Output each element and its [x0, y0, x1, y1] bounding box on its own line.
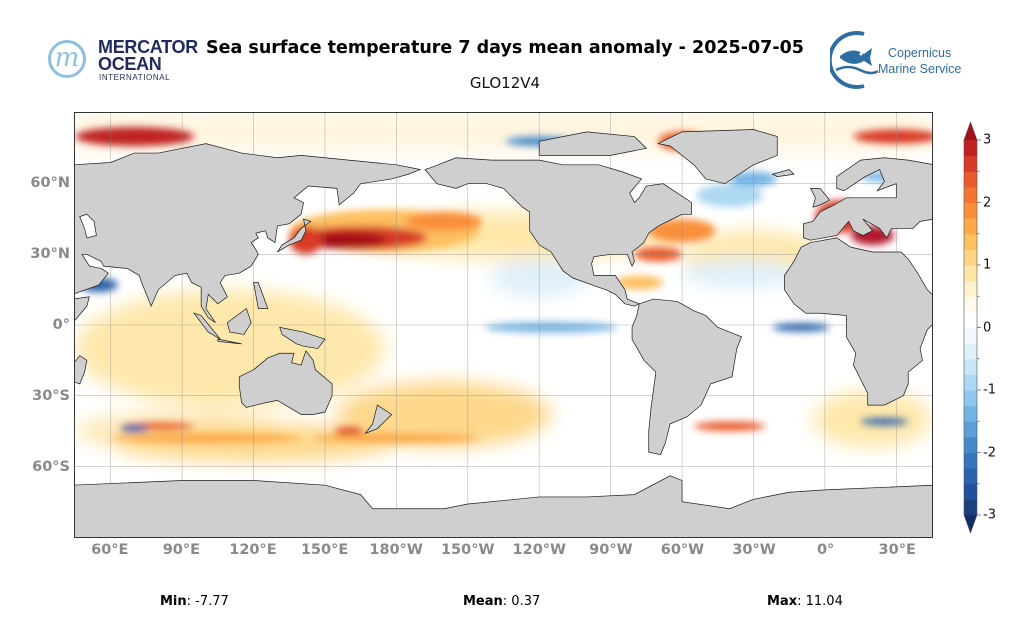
colorbar-over-arrow: [964, 122, 977, 140]
land-madagascar: [75, 356, 87, 384]
land-java: [218, 339, 242, 344]
land-africa: [784, 238, 932, 405]
land-iceland: [773, 170, 794, 177]
lat-tick-label: 30°S: [32, 388, 70, 404]
colorbar-bin: [964, 311, 977, 328]
land-asia: [75, 144, 420, 323]
colorbar-bin: [964, 296, 977, 313]
land-greenland: [658, 129, 777, 183]
land-new-zealand: [365, 405, 391, 433]
stat-min-label: Min: [160, 594, 187, 609]
colorbar-bin: [964, 390, 977, 407]
lat-tick-label: 60°N: [30, 175, 70, 191]
mercator-logo-line3: INTERNATIONAL: [99, 73, 171, 82]
colorbar-bin: [964, 233, 977, 250]
page-subtitle: GLO12V4: [469, 74, 541, 92]
mercator-logo-line1: MERCATOR: [98, 37, 198, 57]
lon-tick-label: 150°E: [300, 542, 349, 558]
colorbar-tick-label: -2: [983, 445, 996, 460]
land-horn-of-africa: [75, 297, 89, 323]
lon-tick-label: 60°E: [91, 542, 129, 558]
colorbar-bin: [964, 452, 977, 469]
caspian-sea: [80, 214, 97, 238]
colorbar-tick-label: -1: [983, 382, 996, 398]
map-canvas: [75, 113, 932, 537]
lon-tick-label: 90°E: [162, 542, 201, 558]
colorbar-bin: [964, 280, 977, 297]
fish-icon: [830, 31, 878, 89]
stat-min-value: : -7.77: [186, 594, 229, 609]
lon-tick-label: 0°: [816, 542, 835, 558]
land-japan: [277, 219, 310, 252]
lon-tick-label: 60°W: [660, 542, 705, 558]
colorbar-bin: [964, 186, 977, 203]
colorbar-bin: [964, 468, 977, 485]
colorbar-bin: [964, 436, 977, 453]
land-sumatra: [194, 313, 220, 339]
copernicus-logo-line1: Copernicus: [888, 46, 952, 60]
copernicus-marine-logo: Copernicus Marine Service: [830, 30, 990, 90]
colorbar-bin: [964, 405, 977, 422]
stat-min: Min: -7.77: [160, 594, 229, 609]
colorbar-tick-label: 1: [983, 257, 992, 273]
colorbar-bin: [964, 343, 977, 360]
colorbar-under-arrow: [964, 515, 977, 533]
colorbar-bin: [964, 499, 977, 516]
lon-tick-label: 30°W: [732, 542, 776, 558]
colorbar-tick-label: 3: [983, 132, 992, 148]
stat-max-value: : 11.04: [797, 594, 843, 609]
lon-tick-label: 30°E: [878, 542, 916, 558]
colorbar-bin: [964, 374, 977, 391]
colorbar-bin: [964, 483, 977, 500]
lon-tick-label: 90°W: [589, 542, 633, 558]
land-new-guinea: [280, 327, 325, 348]
mercator-logo-line2: OCEAN: [98, 54, 162, 74]
colorbar-bin: [964, 265, 977, 282]
colorbar-bin: [964, 202, 977, 219]
colorbar-bin: [964, 171, 977, 188]
land-north-america: [425, 158, 692, 306]
land-borneo: [227, 309, 251, 335]
lon-tick-label: 120°W: [512, 542, 567, 558]
colorbar-bin: [964, 140, 977, 157]
copernicus-logo-line2: Marine Service: [878, 62, 962, 76]
mercator-ocean-logo: m MERCATOR OCEAN INTERNATIONAL: [48, 36, 198, 86]
land-europe: [803, 158, 932, 240]
page-title: Sea surface temperature 7 days mean anom…: [206, 38, 804, 58]
land-great-britain: [811, 188, 830, 207]
land-south-america: [632, 299, 742, 454]
stat-mean-label: Mean: [463, 594, 503, 609]
lat-tick-label: 30°N: [30, 246, 70, 262]
land-australia: [239, 351, 332, 415]
stat-max-label: Max: [767, 594, 798, 609]
colorbar-bin: [964, 218, 977, 235]
colorbar-bin: [964, 327, 977, 344]
lat-tick-label: 0°: [52, 317, 70, 333]
lon-tick-label: 180°W: [369, 542, 423, 558]
land-philippines: [254, 283, 268, 309]
colorbar-bin: [964, 358, 977, 375]
colorbar-tick-label: 0: [983, 320, 992, 335]
stat-mean: Mean: 0.37: [463, 594, 540, 609]
lon-tick-label: 150°W: [440, 542, 495, 558]
colorbar-tick-label: 2: [983, 195, 992, 210]
land-antarctica: [75, 476, 932, 537]
colorbar-bin: [964, 249, 977, 266]
land-masses: [75, 129, 932, 537]
lon-tick-label: 120°E: [229, 542, 277, 558]
mercator-logo-mark: m: [48, 40, 86, 78]
colorbar: [963, 121, 981, 534]
colorbar-tick-label: -3: [983, 507, 996, 523]
stat-mean-value: : 0.37: [502, 594, 541, 609]
stat-max: Max: 11.04: [767, 594, 843, 609]
land-canadian-archipelago: [539, 132, 646, 156]
sst-anomaly-map: [74, 112, 933, 538]
colorbar-bin: [964, 155, 977, 172]
lat-tick-label: 60°S: [32, 459, 70, 475]
colorbar-bin: [964, 421, 977, 438]
